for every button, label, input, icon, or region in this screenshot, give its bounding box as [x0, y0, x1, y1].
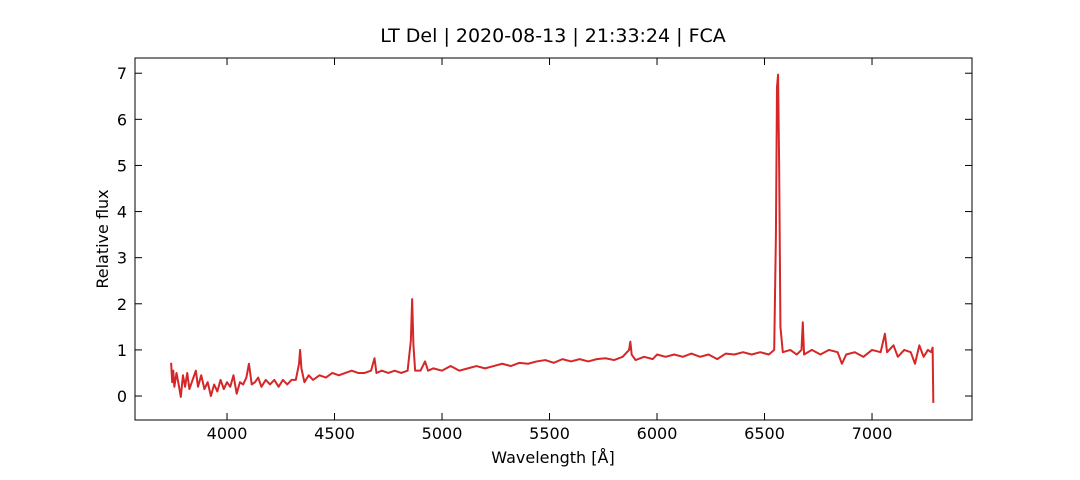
plot-frame — [134, 57, 973, 421]
x-tick-label: 5000 — [422, 424, 463, 443]
x-tick-label: 4000 — [207, 424, 248, 443]
spectrum-line — [170, 73, 935, 403]
x-tick-label: 4500 — [314, 424, 355, 443]
y-tick-label: 2 — [117, 295, 127, 314]
x-tick-label: 6500 — [744, 424, 785, 443]
x-tick-label: 5500 — [529, 424, 570, 443]
y-tick-label: 7 — [117, 64, 127, 83]
y-tick-label: 0 — [117, 387, 127, 406]
y-tick-label: 5 — [117, 156, 127, 175]
y-tick-label: 4 — [117, 203, 127, 222]
y-tick-label: 3 — [117, 249, 127, 268]
y-axis-label: Relative flux — [93, 189, 112, 288]
y-tick-label: 1 — [117, 341, 127, 360]
x-axis-label: Wavelength [Å] — [491, 448, 614, 467]
x-tick-label: 7000 — [852, 424, 893, 443]
y-tick-label: 6 — [117, 110, 127, 129]
chart-title: LT Del | 2020-08-13 | 21:33:24 | FCA — [380, 25, 726, 47]
x-tick-label: 6000 — [637, 424, 678, 443]
